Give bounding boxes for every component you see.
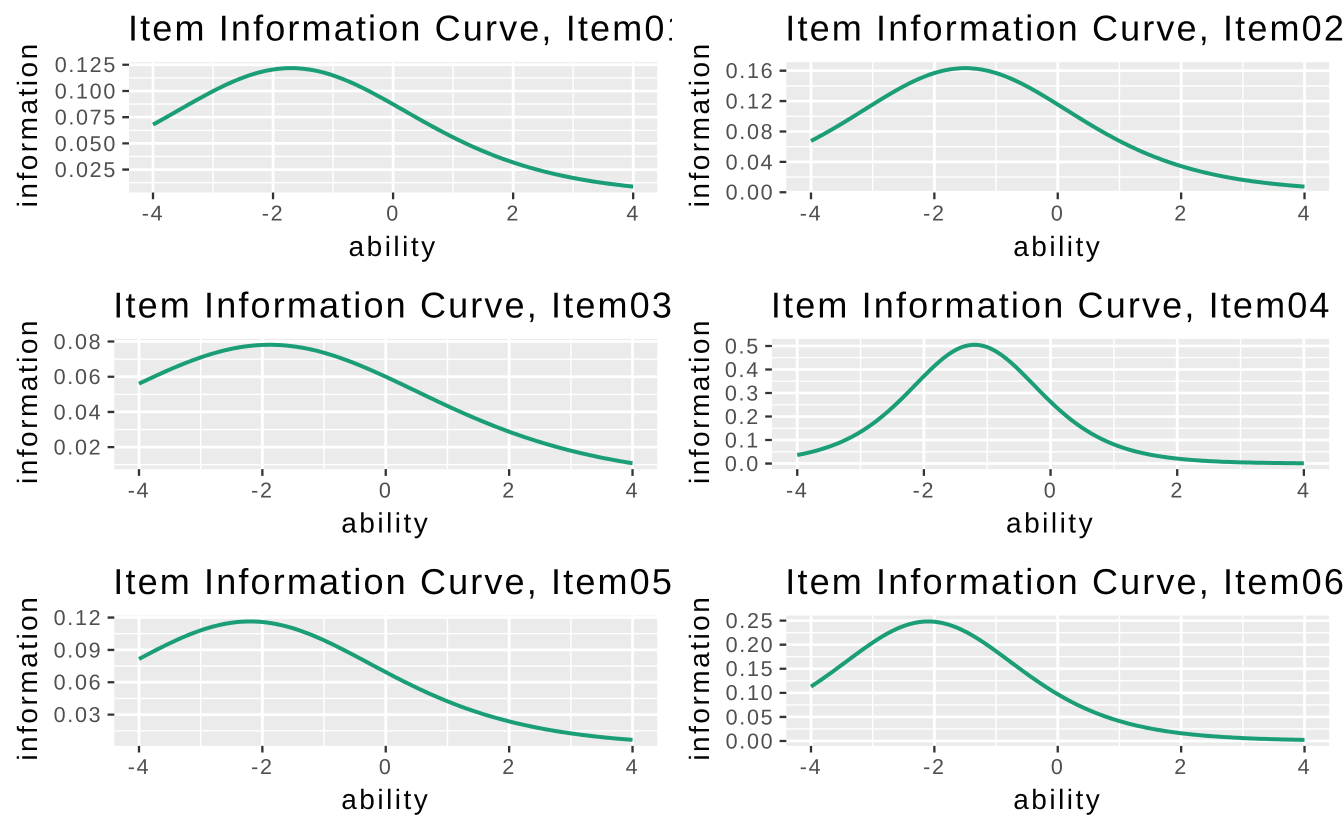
svg-text:0.125: 0.125 bbox=[55, 53, 117, 77]
svg-text:0: 0 bbox=[1051, 755, 1065, 779]
svg-text:0.02: 0.02 bbox=[54, 436, 103, 460]
svg-text:0.4: 0.4 bbox=[725, 358, 760, 382]
svg-text:Item Information Curve, Item04: Item Information Curve, Item04 bbox=[771, 284, 1332, 325]
svg-text:Item Information Curve, Item01: Item Information Curve, Item01 bbox=[128, 8, 689, 49]
svg-text:information: information bbox=[12, 41, 43, 207]
svg-text:Item Information Curve, Item06: Item Information Curve, Item06 bbox=[785, 561, 1344, 602]
svg-text:-4: -4 bbox=[800, 202, 823, 226]
svg-text:4: 4 bbox=[1298, 202, 1312, 226]
svg-text:0.12: 0.12 bbox=[54, 606, 103, 630]
svg-text:-2: -2 bbox=[251, 755, 274, 779]
svg-text:-4: -4 bbox=[128, 755, 151, 779]
svg-text:0: 0 bbox=[1044, 478, 1058, 502]
svg-text:0.06: 0.06 bbox=[54, 365, 103, 389]
svg-text:4: 4 bbox=[626, 478, 640, 502]
svg-text:0.05: 0.05 bbox=[726, 705, 775, 729]
svg-text:0.16: 0.16 bbox=[726, 59, 775, 83]
svg-text:2: 2 bbox=[506, 202, 520, 226]
svg-text:ability: ability bbox=[341, 507, 430, 538]
svg-text:information: information bbox=[684, 318, 715, 484]
svg-text:0: 0 bbox=[1051, 202, 1065, 226]
svg-text:4: 4 bbox=[626, 755, 640, 779]
svg-text:-2: -2 bbox=[913, 478, 936, 502]
svg-text:0.06: 0.06 bbox=[54, 671, 103, 695]
svg-text:ability: ability bbox=[1013, 784, 1102, 815]
svg-text:Item Information Curve, Item02: Item Information Curve, Item02 bbox=[785, 8, 1344, 49]
svg-text:0: 0 bbox=[386, 202, 400, 226]
svg-text:0.100: 0.100 bbox=[55, 79, 117, 103]
svg-text:0: 0 bbox=[379, 755, 393, 779]
svg-text:0.25: 0.25 bbox=[726, 609, 775, 633]
svg-text:0.00: 0.00 bbox=[726, 181, 775, 205]
svg-text:0.025: 0.025 bbox=[55, 158, 117, 182]
svg-text:0.3: 0.3 bbox=[725, 381, 760, 405]
svg-text:0.20: 0.20 bbox=[726, 633, 775, 657]
svg-text:0.09: 0.09 bbox=[54, 638, 103, 662]
svg-text:information: information bbox=[684, 41, 715, 207]
svg-text:2: 2 bbox=[1170, 478, 1184, 502]
svg-text:4: 4 bbox=[626, 202, 640, 226]
svg-text:0.04: 0.04 bbox=[726, 150, 775, 174]
svg-text:4: 4 bbox=[1298, 755, 1312, 779]
svg-text:-2: -2 bbox=[262, 202, 285, 226]
svg-text:0.08: 0.08 bbox=[54, 330, 103, 354]
svg-text:0.075: 0.075 bbox=[55, 106, 117, 130]
svg-text:0.08: 0.08 bbox=[726, 120, 775, 144]
svg-text:0.10: 0.10 bbox=[726, 681, 775, 705]
svg-text:-4: -4 bbox=[786, 478, 809, 502]
svg-text:0.15: 0.15 bbox=[726, 657, 775, 681]
svg-text:0.050: 0.050 bbox=[55, 132, 117, 156]
svg-text:information: information bbox=[12, 318, 43, 484]
svg-text:ability: ability bbox=[349, 231, 438, 262]
svg-text:Item Information Curve, Item03: Item Information Curve, Item03 bbox=[113, 284, 674, 325]
svg-text:0.03: 0.03 bbox=[54, 703, 103, 727]
svg-text:0.5: 0.5 bbox=[725, 334, 760, 358]
svg-text:information: information bbox=[12, 595, 43, 761]
svg-text:ability: ability bbox=[1006, 507, 1095, 538]
svg-text:-4: -4 bbox=[128, 478, 151, 502]
svg-text:0.1: 0.1 bbox=[725, 428, 760, 452]
svg-text:information: information bbox=[684, 595, 715, 761]
svg-text:ability: ability bbox=[341, 784, 430, 815]
svg-text:2: 2 bbox=[502, 478, 516, 502]
svg-text:ability: ability bbox=[1013, 231, 1102, 262]
svg-text:-4: -4 bbox=[142, 202, 165, 226]
svg-text:0.00: 0.00 bbox=[726, 729, 775, 753]
svg-text:-2: -2 bbox=[251, 478, 274, 502]
svg-text:2: 2 bbox=[1174, 202, 1188, 226]
svg-text:0.2: 0.2 bbox=[725, 405, 760, 429]
svg-text:0.12: 0.12 bbox=[726, 89, 775, 113]
svg-text:Item Information Curve, Item05: Item Information Curve, Item05 bbox=[113, 561, 674, 602]
svg-text:0.0: 0.0 bbox=[725, 452, 760, 476]
svg-text:2: 2 bbox=[502, 755, 516, 779]
svg-text:-4: -4 bbox=[800, 755, 823, 779]
svg-text:0.04: 0.04 bbox=[54, 400, 103, 424]
svg-text:-2: -2 bbox=[923, 755, 946, 779]
svg-text:2: 2 bbox=[1174, 755, 1188, 779]
svg-text:-2: -2 bbox=[923, 202, 946, 226]
svg-text:0: 0 bbox=[379, 478, 393, 502]
svg-text:4: 4 bbox=[1297, 478, 1311, 502]
